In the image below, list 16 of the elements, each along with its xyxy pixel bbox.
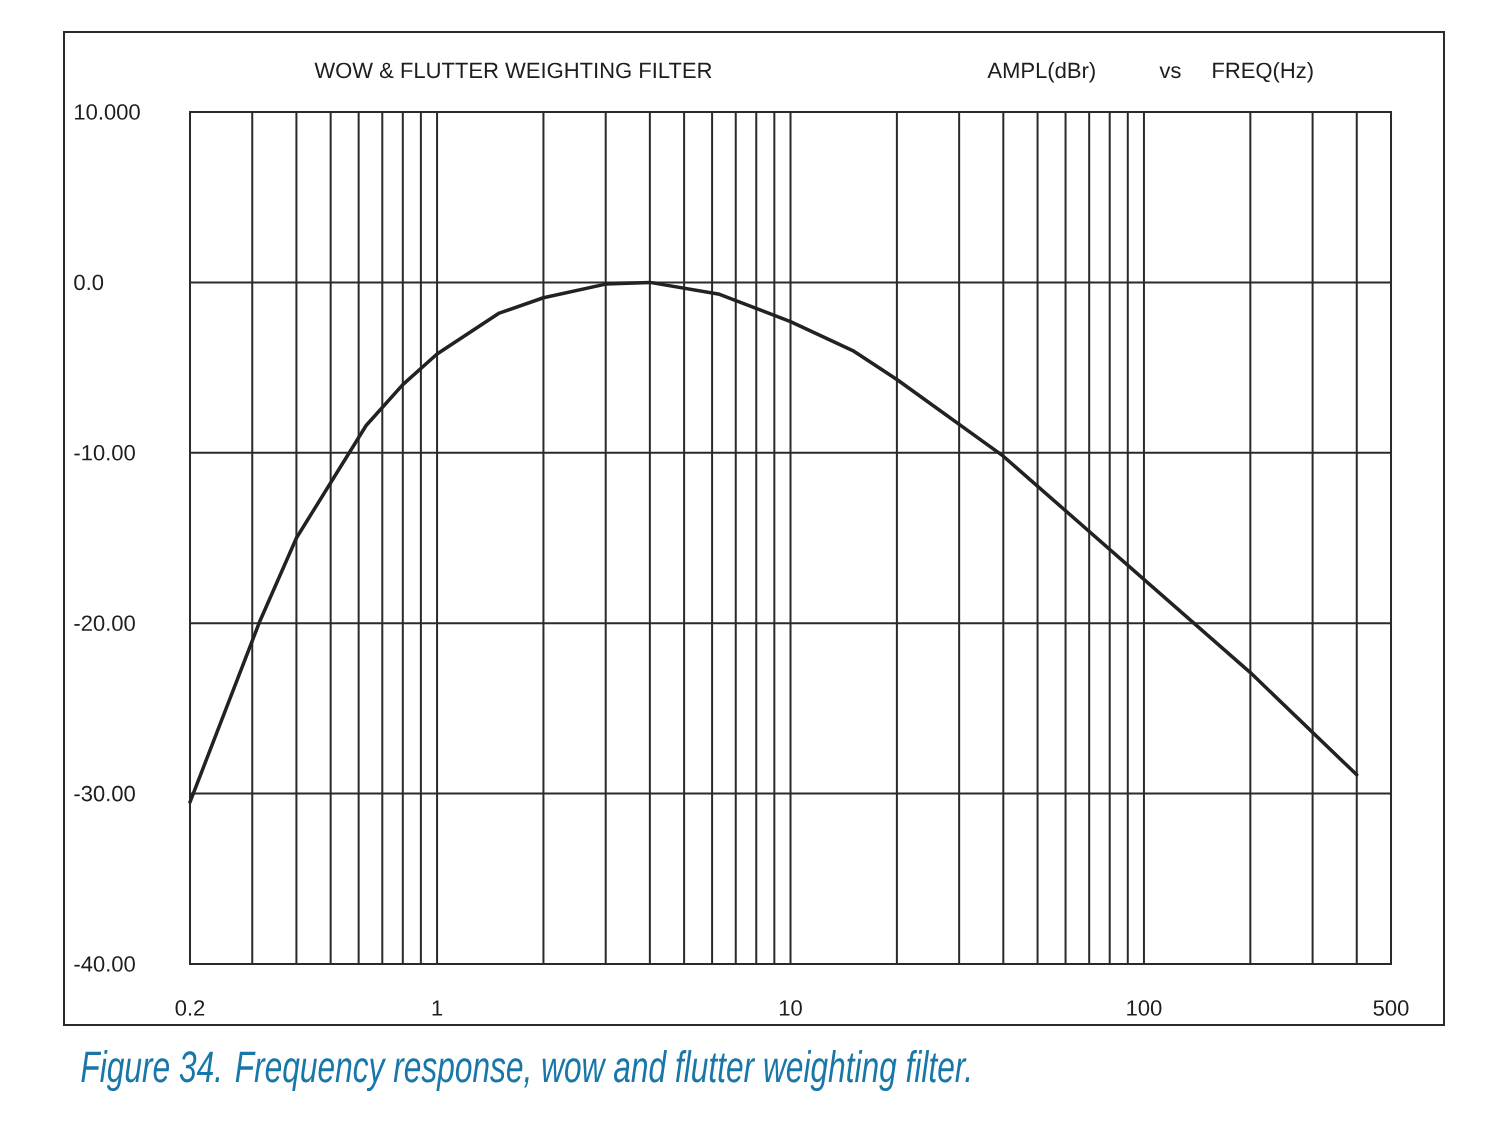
- text: vs: [1159, 66, 1181, 79]
- y-tick-label: -40.00: [74, 956, 135, 972]
- x-axis-title: FREQ(Hz): [1213, 62, 1313, 83]
- chart-title: WOW & FLUTTER WEIGHTING FILTER: [314, 62, 712, 79]
- caption: Figure 34. Frequency response, wow and flutter weighting filter.: [81, 1050, 970, 1092]
- y-tick-label: -10.00: [74, 445, 135, 461]
- y-tick-label: -30.00: [74, 785, 135, 802]
- y-tick-label: -20.00: [74, 615, 135, 631]
- x-tick-label: 1: [432, 1000, 443, 1016]
- x-tick-label: 100: [1127, 1000, 1162, 1016]
- x-tick-label: 0.2: [175, 1000, 205, 1016]
- y-axis-title: AMPL(dBr): [987, 62, 1095, 83]
- x-tick-label: 500: [1373, 1000, 1409, 1016]
- x-tick-label: 10: [779, 1000, 802, 1016]
- y-tick-label: 10.000: [75, 104, 140, 120]
- y-tick-label: 0.0: [74, 274, 104, 291]
